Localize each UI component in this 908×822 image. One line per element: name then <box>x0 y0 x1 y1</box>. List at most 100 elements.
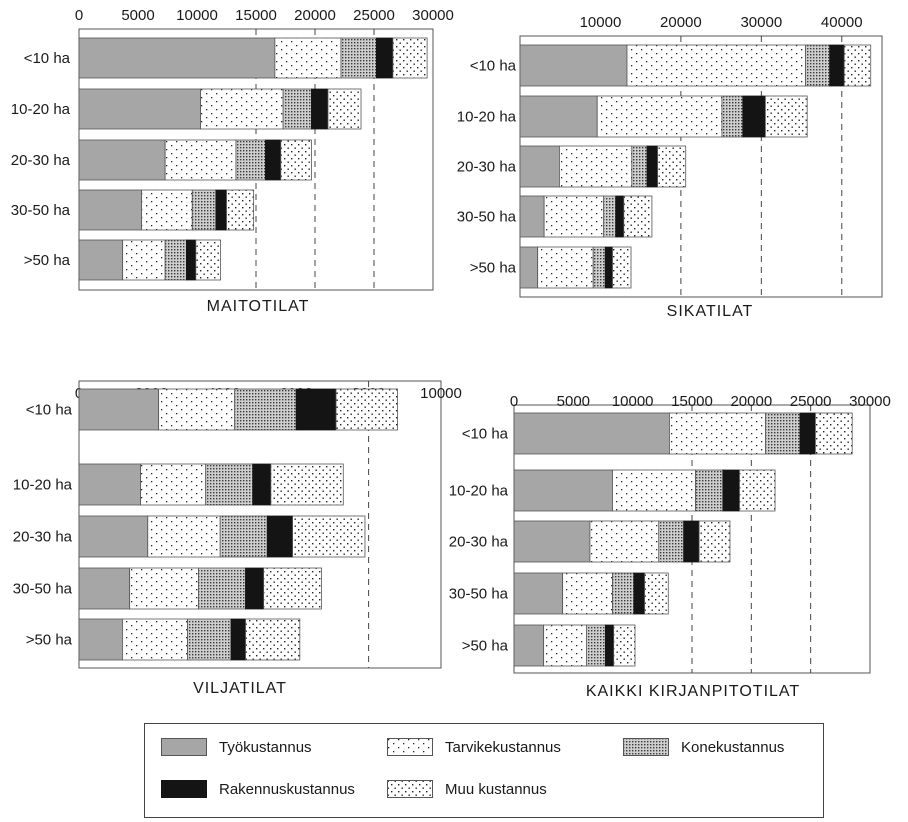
legend-item-tyokustannus: Työkustannus <box>161 738 312 756</box>
bar-segment-konekustannus <box>695 469 724 512</box>
bar-segment-ty-kustannus <box>78 139 166 181</box>
bar-segment-tarvikekustannus <box>129 567 199 610</box>
legend-label: Tarvikekustannus <box>445 738 561 756</box>
category-label: >50 ha <box>462 638 509 655</box>
bar-segment-rakennuskustannus <box>646 145 658 188</box>
bar-segment-rakennuskustannus <box>829 44 845 87</box>
bar-segment-konekustannus <box>164 239 187 281</box>
bar-segment-rakennuskustannus <box>615 195 625 238</box>
x-tick-label: 5000 <box>557 393 590 410</box>
bar-segment-ty-kustannus <box>519 44 628 87</box>
category-label: 30-50 ha <box>449 586 509 603</box>
category-label: >50 ha <box>24 252 71 269</box>
bar-segment-muu-kustannus <box>612 246 632 289</box>
x-tick-label: 15000 <box>235 7 277 24</box>
x-tick-label: 5000 <box>121 7 154 24</box>
bar-segment-tarvikekustannus <box>200 88 284 130</box>
panel-title: SIKATILAT <box>667 303 754 320</box>
bar-segment-konekustannus <box>234 388 297 431</box>
bar-segment-muu-kustannus <box>739 469 776 512</box>
bar-segment-rakennuskustannus <box>722 469 740 512</box>
category-label: 30-50 ha <box>13 581 73 598</box>
bar-segment-konekustannus <box>585 624 606 667</box>
bar-segment-muu-kustannus <box>280 139 312 181</box>
bar-segment-tarvikekustannus <box>147 515 221 558</box>
category-label: 30-50 ha <box>11 202 71 219</box>
bar-segment-ty-kustannus <box>513 412 670 455</box>
category-label: <10 ha <box>24 50 71 67</box>
bar-segment-tarvikekustannus <box>626 44 806 87</box>
bar-segment-konekustannus <box>658 520 685 563</box>
bar-segment-rakennuskustannus <box>185 239 197 281</box>
bar-segment-rakennuskustannus <box>215 189 227 231</box>
category-label: <10 ha <box>26 402 73 419</box>
x-tick-label: 25000 <box>353 7 395 24</box>
bar-segment-konekustannus <box>191 189 217 231</box>
bar-segment-muu-kustannus <box>657 145 687 188</box>
category-label: <10 ha <box>470 58 517 75</box>
bar-segment-ty-kustannus <box>78 388 160 431</box>
category-label: >50 ha <box>26 632 73 649</box>
bar-segment-muu-kustannus <box>226 189 255 231</box>
x-tick-label: 0 <box>510 393 518 410</box>
bar-segment-ty-kustannus <box>519 195 545 238</box>
chart-panel-maitotilat: 0 5000 10000 15000 20000 25000 30000 <10 ha 10-2… <box>11 7 454 315</box>
bar-segment-ty-kustannus <box>78 189 142 231</box>
legend-swatch-black <box>161 780 207 798</box>
bar-segment-konekustannus <box>765 412 801 455</box>
bar-segment-tarvikekustannus <box>141 189 193 231</box>
bar-segment-ty-kustannus <box>519 145 560 188</box>
bar-segment-konekustannus <box>235 139 266 181</box>
x-tick-label: 30000 <box>849 393 891 410</box>
category-label: >50 ha <box>470 260 517 277</box>
bar-segment-konekustannus <box>631 145 648 188</box>
bar-segment-muu-kustannus <box>843 44 872 87</box>
bar-segment-muu-kustannus <box>644 572 669 615</box>
legend-swatch-triangle-dots <box>387 780 433 798</box>
bar-segment-tarvikekustannus <box>612 469 696 512</box>
category-label: 10-20 ha <box>13 477 73 494</box>
bar-segment-konekustannus <box>340 37 377 79</box>
x-tick-label: 15000 <box>671 393 713 410</box>
x-tick-label: 20000 <box>730 393 772 410</box>
bar-segment-muu-kustannus <box>764 95 808 138</box>
bar-segment-rakennuskustannus <box>311 88 329 130</box>
x-tick-label: 20000 <box>660 14 702 31</box>
legend-swatch-dense-dots <box>623 738 669 756</box>
bar-segment-konekustannus <box>205 463 254 506</box>
bar-segment-muu-kustannus <box>270 463 344 506</box>
x-tick-label: 25000 <box>790 393 832 410</box>
bar-segment-konekustannus <box>612 572 635 615</box>
bar-segment-muu-kustannus <box>623 195 653 238</box>
bar-segment-rakennuskustannus <box>245 567 265 610</box>
x-tick-label: 10000 <box>580 14 622 31</box>
category-label: 10-20 ha <box>457 109 517 126</box>
category-label: 20-30 ha <box>449 534 509 551</box>
bar-segment-ty-kustannus <box>78 239 124 281</box>
category-label: 30-50 ha <box>457 209 517 226</box>
x-tick-label: 30000 <box>740 14 782 31</box>
legend-label: Työkustannus <box>219 738 312 756</box>
x-tick-label: 40000 <box>821 14 863 31</box>
bar-segment-ty-kustannus <box>513 520 591 563</box>
category-label: <10 ha <box>462 426 509 443</box>
category-label: 10-20 ha <box>11 101 71 118</box>
bar-segment-muu-kustannus <box>613 624 636 667</box>
legend-swatch-sparse-dots <box>387 738 433 756</box>
bar-segment-rakennuskustannus <box>799 412 816 455</box>
x-tick-label: 10000 <box>176 7 218 24</box>
bar-segment-rakennuskustannus <box>633 572 645 615</box>
bar-segment-ty-kustannus <box>78 463 141 506</box>
bar-segment-rakennuskustannus <box>742 95 766 138</box>
bar-segment-tarvikekustannus <box>589 520 660 563</box>
panel-title: MAITOTILAT <box>207 298 310 315</box>
bar-segment-tarvikekustannus <box>543 195 605 238</box>
category-label: 20-30 ha <box>11 152 71 169</box>
bar-segment-rakennuskustannus <box>230 618 246 661</box>
legend-item-tarvikekustannus: Tarvikekustannus <box>387 738 561 756</box>
bar-segment-rakennuskustannus <box>295 388 337 431</box>
bar-segment-ty-kustannus <box>513 572 564 615</box>
bar-segment-muu-kustannus <box>392 37 428 79</box>
bar-segment-muu-kustannus <box>327 88 362 130</box>
